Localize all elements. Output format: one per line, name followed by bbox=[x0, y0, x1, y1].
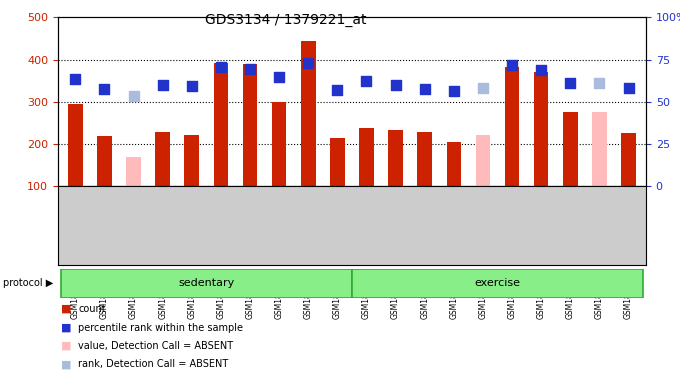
Point bbox=[594, 80, 605, 86]
Bar bbox=[475, 135, 490, 186]
Point bbox=[565, 80, 576, 86]
Text: GDS3134 / 1379221_at: GDS3134 / 1379221_at bbox=[205, 13, 367, 27]
Bar bbox=[592, 113, 607, 186]
Bar bbox=[214, 63, 228, 186]
Bar bbox=[330, 138, 345, 186]
Bar bbox=[155, 132, 170, 186]
Point bbox=[477, 85, 488, 91]
Text: ■: ■ bbox=[61, 304, 71, 314]
Point bbox=[448, 88, 459, 94]
Point bbox=[420, 86, 430, 92]
Point bbox=[186, 83, 197, 89]
Point bbox=[332, 87, 343, 93]
Bar bbox=[563, 113, 577, 186]
Bar bbox=[534, 72, 549, 186]
Bar bbox=[388, 130, 403, 186]
Bar bbox=[352, 269, 643, 298]
Bar bbox=[447, 142, 461, 186]
Point bbox=[361, 78, 372, 84]
Bar bbox=[243, 64, 257, 186]
Bar bbox=[272, 102, 286, 186]
Point bbox=[99, 86, 110, 92]
Text: exercise: exercise bbox=[475, 278, 520, 288]
Point bbox=[303, 60, 313, 66]
Point bbox=[245, 66, 256, 72]
Bar bbox=[68, 104, 82, 186]
Bar bbox=[622, 133, 636, 186]
Bar bbox=[126, 157, 141, 186]
Text: protocol ▶: protocol ▶ bbox=[3, 278, 54, 288]
Point bbox=[390, 82, 401, 88]
Text: percentile rank within the sample: percentile rank within the sample bbox=[78, 323, 243, 333]
Text: rank, Detection Call = ABSENT: rank, Detection Call = ABSENT bbox=[78, 359, 228, 369]
Bar bbox=[184, 135, 199, 186]
Bar bbox=[359, 128, 374, 186]
Point bbox=[216, 64, 226, 70]
Point bbox=[157, 82, 168, 88]
Bar bbox=[61, 269, 352, 298]
Bar bbox=[97, 136, 112, 186]
Text: ■: ■ bbox=[61, 323, 71, 333]
Text: ■: ■ bbox=[61, 359, 71, 369]
Text: ■: ■ bbox=[61, 341, 71, 351]
Point bbox=[536, 66, 547, 73]
Point bbox=[273, 74, 284, 80]
Point bbox=[70, 76, 81, 82]
Bar bbox=[505, 67, 520, 186]
Bar bbox=[418, 132, 432, 186]
Point bbox=[507, 62, 517, 68]
Bar bbox=[301, 41, 316, 186]
Point bbox=[623, 85, 634, 91]
Text: value, Detection Call = ABSENT: value, Detection Call = ABSENT bbox=[78, 341, 233, 351]
Text: count: count bbox=[78, 304, 106, 314]
Point bbox=[128, 93, 139, 99]
Text: sedentary: sedentary bbox=[178, 278, 235, 288]
